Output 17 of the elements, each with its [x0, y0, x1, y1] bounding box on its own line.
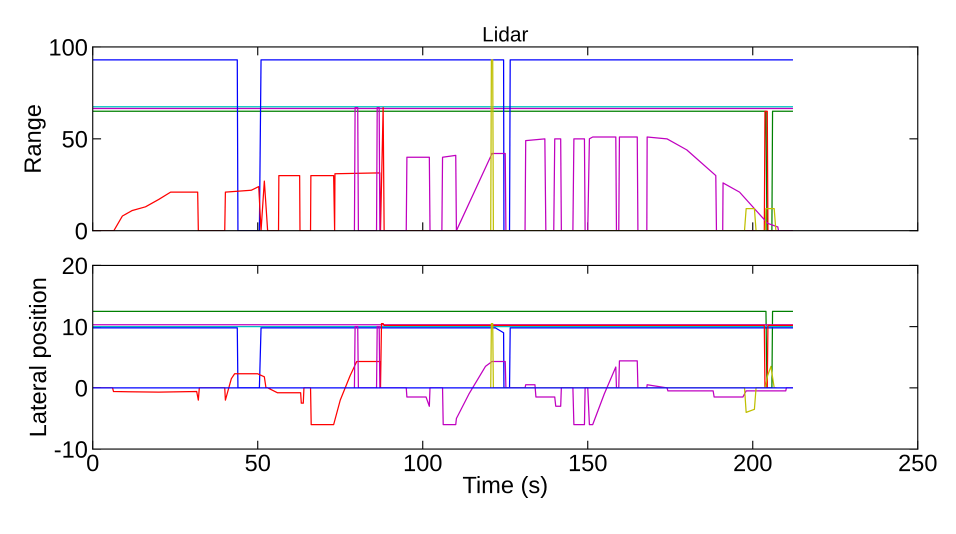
y-tick-label: 10: [63, 318, 87, 336]
x-tick-label: 150: [570, 454, 607, 472]
y-axis-title: Lateral position: [28, 278, 51, 436]
y-tick-label: 20: [62, 257, 87, 274]
y-tick-label: 0: [76, 222, 87, 240]
y-tick-label: 50: [62, 130, 87, 148]
x-tick-label: 200: [734, 454, 772, 472]
x-tick-label: 50: [246, 454, 270, 472]
x-tick-label: 250: [899, 454, 937, 472]
y-tick-label: -10: [54, 441, 87, 458]
y-tick-label: 100: [50, 39, 87, 56]
y-axis-title: Range: [24, 105, 46, 172]
x-tick-label: 100: [404, 454, 442, 472]
chart-title: Lidar: [484, 26, 528, 42]
x-axis-title: Time (s): [462, 476, 547, 498]
y-tick-label: 0: [76, 380, 87, 397]
x-tick-label: 0: [87, 454, 98, 472]
